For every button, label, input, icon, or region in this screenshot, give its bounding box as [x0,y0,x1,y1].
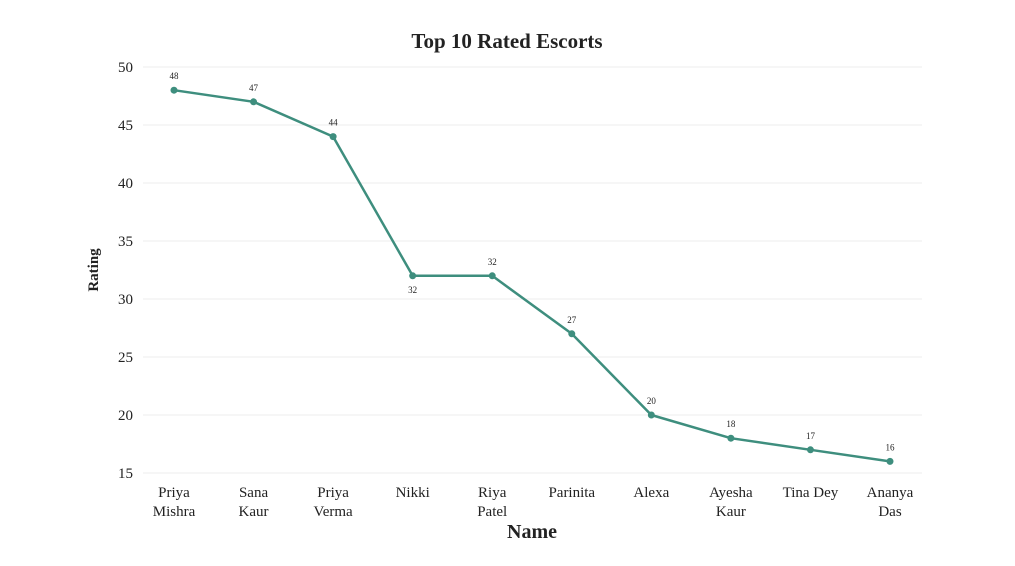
y-tick-label: 15 [118,466,133,482]
data-point [886,457,894,465]
data-label: 47 [249,83,259,93]
data-point [409,272,417,280]
x-tick-label-line: Ayesha [709,485,753,501]
grid-lines [143,66,922,474]
data-point [568,330,576,338]
data-point [727,434,735,442]
data-label: 16 [886,442,896,452]
x-tick-label-line: Kaur [716,504,746,520]
x-tick-label-line: Kaur [239,504,269,520]
y-tick-label: 45 [118,118,133,134]
x-tick-label-line: Alexa [633,485,669,501]
y-axis-title: Rating [86,248,102,292]
x-tick-label-line: Priya [317,485,349,501]
y-tick-label: 35 [118,234,133,250]
x-tick-label-line: Ananya [867,485,914,501]
x-tick-label-line: Mishra [153,504,196,520]
data-label: 17 [806,431,816,441]
x-tick-label-line: Tina Dey [783,485,839,501]
data-point [806,446,814,454]
x-tick-label-line: Das [878,504,901,520]
x-tick-label: Parinita [548,485,595,501]
x-tick-label: Priya Mishra [153,485,196,520]
x-tick-label-line: Sana [239,485,269,501]
data-point [647,411,655,419]
y-axis-ticks: 15 20 25 30 35 40 45 50 [118,60,133,482]
y-tick-label: 50 [118,60,133,76]
x-tick-label: Priya Verma [314,485,353,520]
x-tick-label: Riya Patel [477,485,507,520]
x-axis-title: Name [507,521,557,543]
data-label: 44 [329,118,339,128]
data-label: 20 [647,396,657,406]
x-tick-label-line: Parinita [548,485,595,501]
data-points [170,86,894,465]
y-tick-label: 20 [118,408,133,424]
x-tick-label-line: Patel [477,504,507,520]
data-label: 18 [726,419,736,429]
data-label: 27 [567,315,577,325]
x-tick-label-line: Priya [158,485,190,501]
chart-title: Top 10 Rated Escorts [411,29,602,53]
data-label: 32 [408,285,417,295]
x-tick-label-line: Nikki [396,485,430,501]
data-point [488,272,496,280]
y-tick-label: 30 [118,292,133,308]
x-tick-label-line: Verma [314,504,353,520]
x-tick-label: Sana Kaur [239,485,269,520]
x-tick-label: Nikki [396,485,430,501]
series-line [172,88,892,463]
y-tick-label: 25 [118,350,133,366]
x-tick-label-line: Riya [478,485,507,501]
data-point [170,86,178,94]
x-tick-label: Ayesha Kaur [709,485,753,520]
x-tick-label: Tina Dey [783,485,839,501]
data-label: 32 [488,257,497,267]
data-point [250,98,258,106]
x-tick-label: Ananya Das [867,485,914,520]
x-tick-label: Alexa [633,485,669,501]
data-point [329,133,337,141]
data-label: 48 [170,71,180,81]
data-labels: 48 47 44 32 32 27 20 18 17 16 [170,71,896,452]
x-axis-ticks: Priya Mishra Sana Kaur Priya Verma Nikki Riya Pa… [153,485,914,520]
y-tick-label: 40 [118,176,133,192]
